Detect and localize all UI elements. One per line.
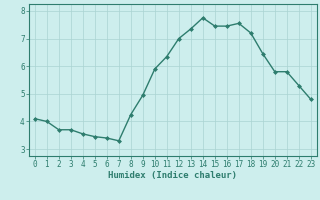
X-axis label: Humidex (Indice chaleur): Humidex (Indice chaleur) (108, 171, 237, 180)
